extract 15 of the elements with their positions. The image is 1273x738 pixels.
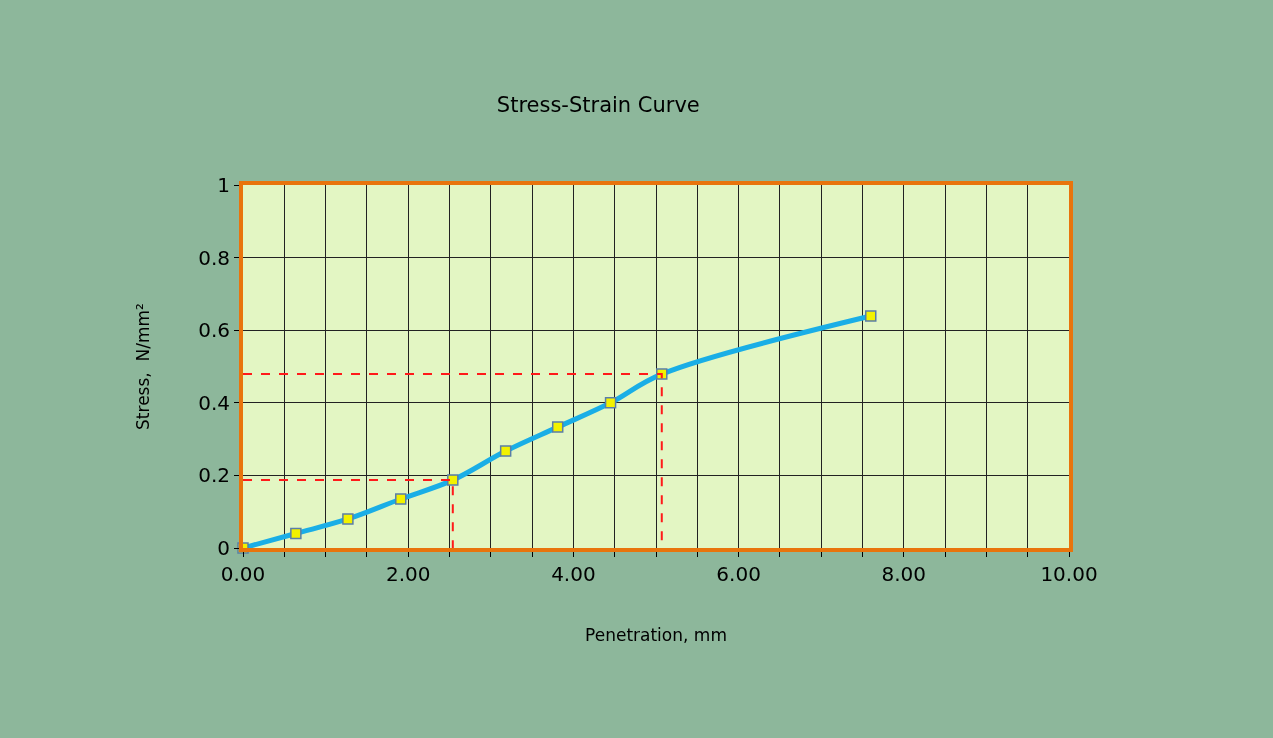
x-tick-label: 4.00 bbox=[551, 562, 596, 586]
x-tick-label: 2.00 bbox=[385, 562, 431, 586]
y-tick-label: 0 bbox=[217, 536, 230, 560]
x-tick-label: 10.00 bbox=[1040, 562, 1098, 586]
y-tick-label: 0.2 bbox=[198, 463, 230, 488]
x-tick-label: 0.00 bbox=[220, 562, 266, 586]
x-axis-title: Penetration, mm bbox=[585, 624, 727, 645]
y-axis-title: Stress, N/mm² bbox=[133, 303, 154, 430]
x-tick-label: 8.00 bbox=[881, 562, 927, 586]
x-tick-label: 6.00 bbox=[716, 562, 761, 586]
y-tick-label: 0.4 bbox=[198, 390, 230, 415]
y-tick-label: 0.8 bbox=[198, 245, 230, 270]
y-tick-label: 1 bbox=[217, 173, 230, 197]
chart-title: Stress-Strain Curve bbox=[496, 93, 700, 118]
y-tick-label: 0.6 bbox=[198, 318, 230, 343]
